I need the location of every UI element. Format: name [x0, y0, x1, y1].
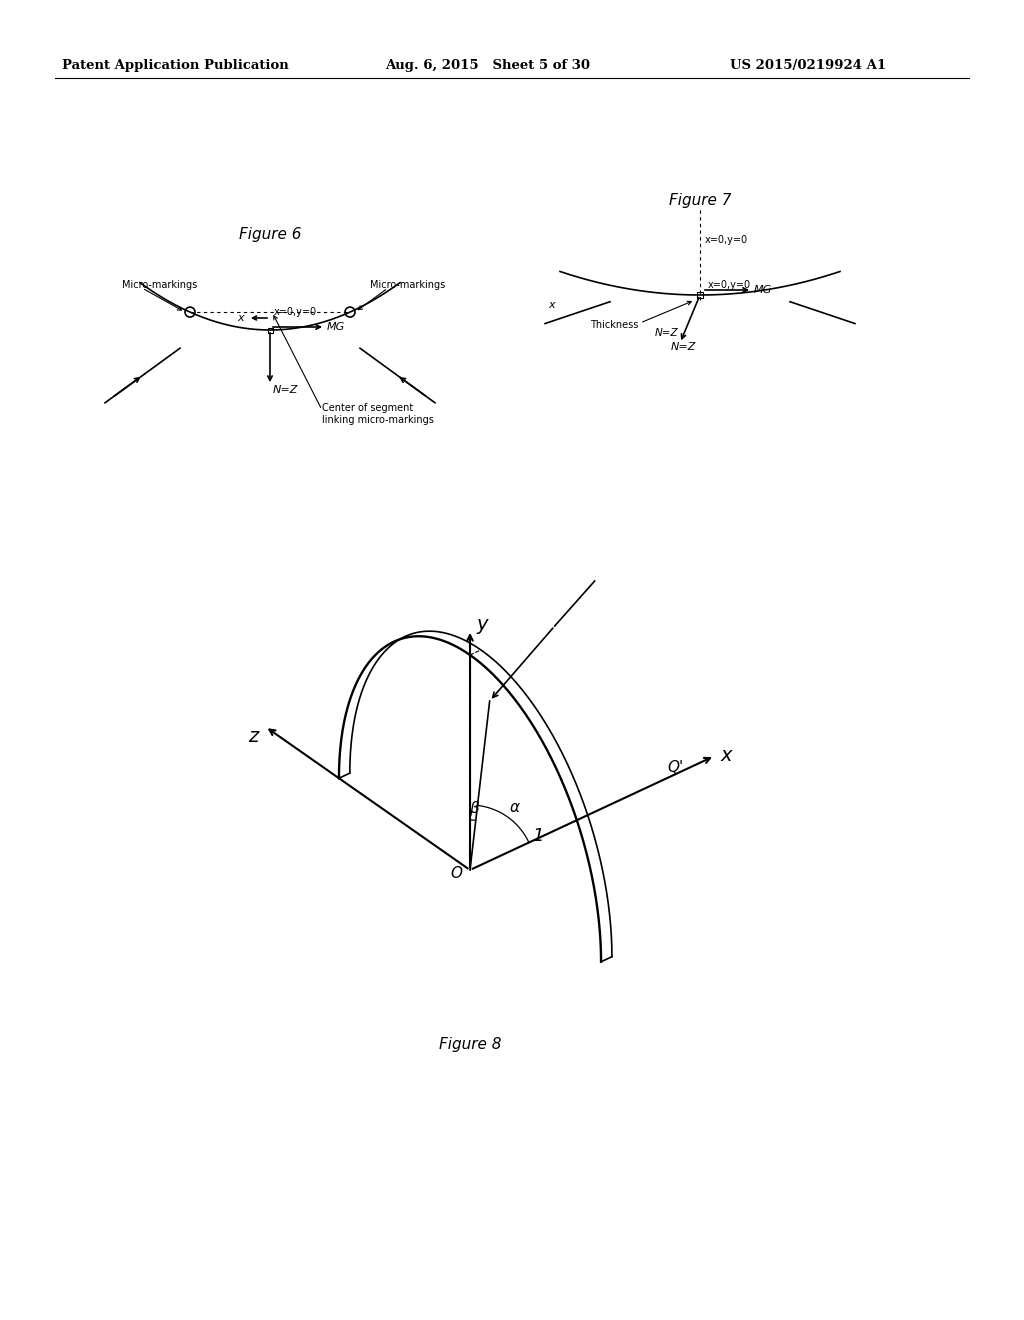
- Text: N=Z: N=Z: [671, 342, 696, 352]
- Text: N=Z: N=Z: [273, 385, 298, 395]
- Text: Thickness: Thickness: [590, 319, 638, 330]
- Text: Center of segment
linking micro-markings: Center of segment linking micro-markings: [322, 404, 434, 425]
- Text: Micro-markings: Micro-markings: [122, 280, 198, 290]
- Text: y: y: [476, 615, 487, 635]
- Text: x=0,y=0: x=0,y=0: [705, 235, 749, 246]
- Text: x=0,y=0: x=0,y=0: [274, 308, 317, 317]
- Text: N=Z: N=Z: [655, 327, 679, 338]
- Text: Patent Application Publication: Patent Application Publication: [62, 58, 289, 71]
- Text: z: z: [248, 727, 258, 746]
- Text: MG: MG: [327, 322, 345, 333]
- Text: x: x: [721, 746, 732, 766]
- Text: Figure 6: Figure 6: [239, 227, 301, 243]
- Text: Aug. 6, 2015   Sheet 5 of 30: Aug. 6, 2015 Sheet 5 of 30: [385, 58, 590, 71]
- Text: Figure 7: Figure 7: [669, 193, 731, 207]
- Text: 1: 1: [532, 828, 544, 845]
- Text: MG: MG: [754, 285, 772, 294]
- Text: Micro-markings: Micro-markings: [370, 280, 445, 290]
- Text: x=0,y=0: x=0,y=0: [708, 280, 752, 290]
- Text: x: x: [549, 300, 555, 310]
- Text: Figure 8: Figure 8: [438, 1038, 502, 1052]
- Text: x: x: [238, 313, 244, 323]
- Text: Q': Q': [668, 759, 684, 775]
- Text: O: O: [450, 866, 462, 882]
- Text: US 2015/0219924 A1: US 2015/0219924 A1: [730, 58, 886, 71]
- Text: α: α: [510, 800, 520, 814]
- Text: β: β: [469, 801, 478, 816]
